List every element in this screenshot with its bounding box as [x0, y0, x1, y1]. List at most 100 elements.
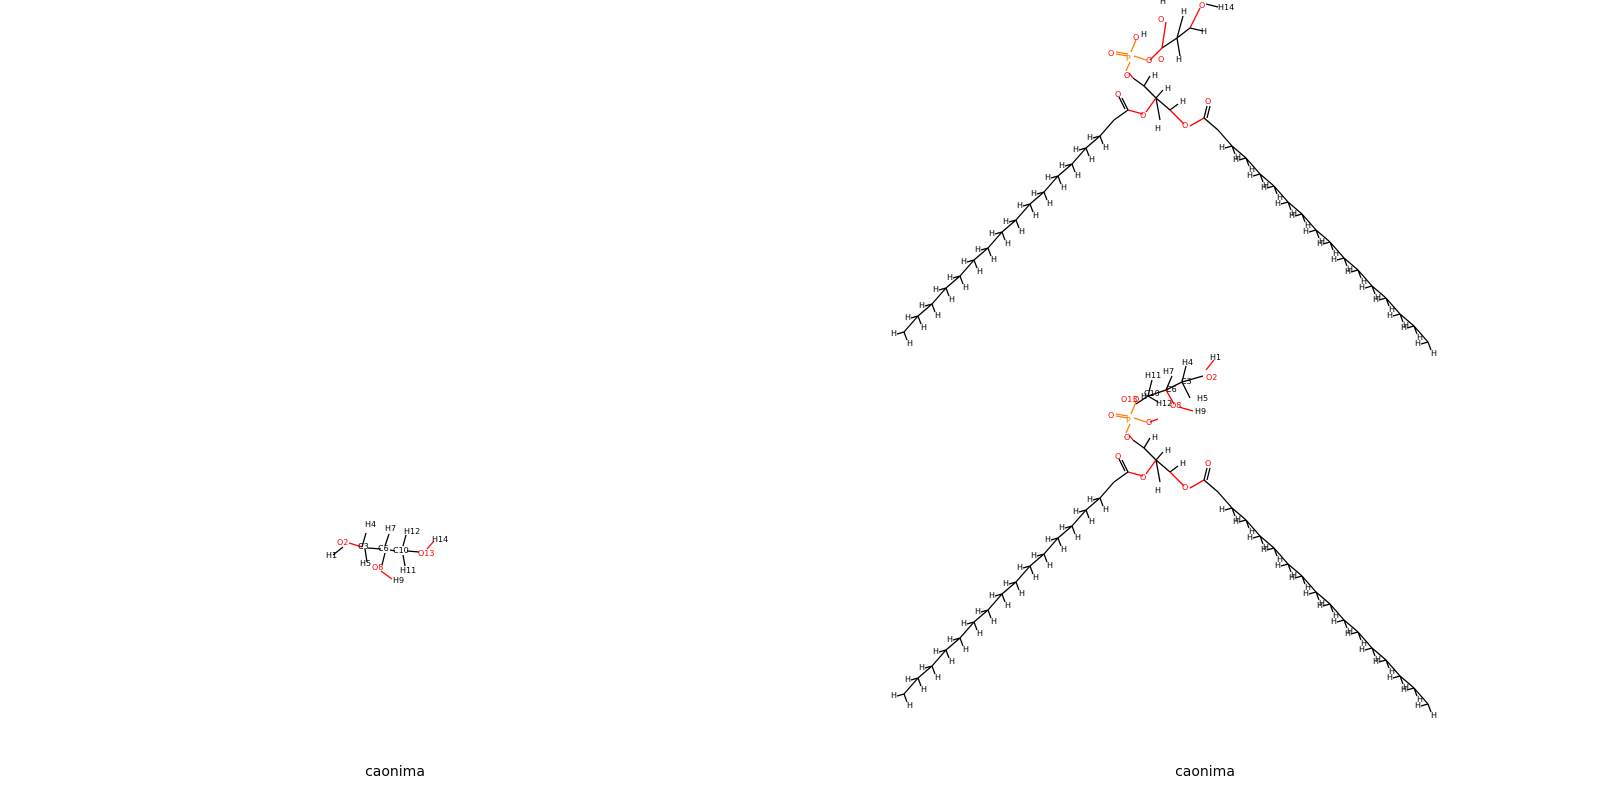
bond: [973, 621, 978, 631]
atom-label: H: [1261, 545, 1267, 554]
atom-label: H: [963, 645, 969, 654]
bond: [1343, 619, 1359, 633]
atom-label: O: [1115, 90, 1121, 99]
atom-label-O8: O8: [1170, 401, 1181, 410]
bond: [1252, 173, 1261, 177]
atom-label: H: [1165, 84, 1171, 93]
atom-label: H: [1180, 459, 1186, 468]
bond: [367, 547, 382, 550]
bond: [1203, 117, 1219, 131]
atom-label: H: [1017, 201, 1023, 210]
bond: [1155, 97, 1171, 111]
atom-label: H: [1263, 543, 1269, 552]
atom-label: O: [1158, 15, 1164, 24]
bond: [1413, 325, 1429, 343]
atom-label: H: [1061, 183, 1067, 192]
bond: [1001, 593, 1006, 603]
atom-label: H: [1165, 446, 1171, 455]
bond: [1115, 413, 1129, 417]
atom-label: H9: [393, 576, 404, 585]
atom-label: H5: [360, 559, 371, 568]
bond: [1155, 459, 1161, 483]
bond: [1231, 507, 1236, 517]
atom-label: H: [1019, 589, 1025, 598]
bond: [1130, 401, 1137, 415]
atom-label: H: [1155, 124, 1161, 133]
atom-label: H: [1045, 173, 1051, 182]
bond: [1145, 459, 1157, 475]
atom-label: H: [1333, 249, 1339, 258]
bond-layer: [896, 3, 1432, 351]
atom-label: H: [1319, 237, 1325, 246]
bond: [1343, 257, 1359, 271]
atom-label: H: [1389, 305, 1395, 314]
bond-layer: [896, 359, 1432, 713]
bond: [1406, 687, 1415, 691]
atom-label: H: [1219, 505, 1225, 514]
atom-label: H: [1103, 505, 1109, 514]
atom-label: H: [1031, 189, 1037, 198]
bond: [931, 649, 947, 667]
bond: [931, 303, 936, 313]
bond: [1155, 459, 1171, 473]
bond: [973, 259, 978, 269]
bond: [389, 549, 396, 552]
bond: [1071, 163, 1076, 173]
bond: [1385, 659, 1401, 677]
atom-label: H: [1303, 227, 1309, 236]
atom-label: H: [1401, 323, 1407, 332]
bond: [1189, 27, 1204, 32]
bond: [1043, 175, 1059, 193]
bond: [959, 259, 975, 277]
atom-label: H: [1005, 601, 1011, 610]
atom-label: H: [1233, 155, 1239, 164]
bond: [1169, 103, 1179, 111]
bond: [945, 637, 961, 651]
bond: [1178, 406, 1194, 412]
atom-label: O: [1133, 33, 1139, 42]
atom-label: H7: [385, 524, 396, 533]
bond: [1266, 185, 1275, 189]
bond: [1189, 7, 1201, 29]
atom-label: H: [1347, 627, 1353, 636]
atom-label: H: [1417, 333, 1423, 342]
atom-label-H5: H5: [1197, 394, 1208, 403]
bond: [1099, 497, 1104, 507]
atom-label: H: [977, 267, 983, 276]
bond: [1143, 85, 1157, 99]
bond: [1238, 519, 1247, 523]
atom-label: H: [907, 701, 913, 710]
bond: [1231, 145, 1247, 159]
atom-label: H: [1003, 217, 1009, 226]
bond: [1322, 603, 1331, 607]
atom-label: H: [1059, 161, 1065, 170]
atom-label-O2: O2: [1206, 373, 1217, 382]
bond: [1315, 229, 1331, 243]
atom-label: H14: [432, 535, 448, 544]
atom-label: C6: [378, 544, 389, 553]
atom-label: H: [1017, 563, 1023, 572]
bond: [1287, 201, 1303, 215]
bond: [1287, 201, 1292, 211]
atom-label: H: [1277, 555, 1283, 564]
atom-label: H: [1061, 545, 1067, 554]
atom-label: H: [919, 301, 925, 310]
bond: [1071, 525, 1076, 535]
bond: [1266, 547, 1275, 551]
bond: [1205, 359, 1215, 371]
atom-label: H: [1249, 165, 1255, 174]
bond: [1015, 203, 1031, 221]
bond: [1029, 191, 1045, 205]
atom-label: H: [989, 229, 995, 238]
atom-label: H4: [365, 520, 376, 529]
bond: [1099, 481, 1115, 499]
atom-label: H: [1389, 667, 1395, 676]
bond: [1371, 285, 1387, 299]
atom-label: H: [949, 657, 955, 666]
bond: [1165, 389, 1175, 405]
atom-label: H: [1415, 339, 1421, 348]
atom-label-H11: H11: [1145, 371, 1161, 380]
